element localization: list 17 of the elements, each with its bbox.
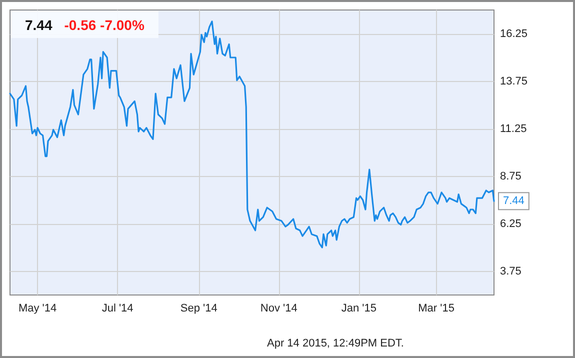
x-tick-label: Sep '14	[180, 302, 218, 314]
x-tick-label: Jul '14	[102, 302, 134, 314]
text: -0.56 -7.00%	[64, 17, 145, 33]
y-tick-label: 13.75	[500, 75, 528, 88]
text: 7.44	[25, 17, 52, 33]
x-tick-label: May '14	[18, 302, 57, 314]
y-tick-label: 11.25	[500, 122, 527, 135]
y-tick-label: 6.25	[500, 218, 522, 230]
y-tick-label: 8.75	[500, 170, 522, 182]
y-tick-label: 3.75	[500, 265, 522, 278]
x-tick-label: Jan '15	[341, 302, 376, 314]
annotation: 7.44	[503, 195, 524, 208]
line-series	[9, 20, 495, 248]
x-tick-label: Nov '14	[260, 302, 298, 314]
y-tick-label: 16.25	[500, 28, 528, 40]
text: Apr 14 2015, 12:49PM EDT.	[267, 338, 404, 350]
x-tick-label: Mar '15	[418, 302, 454, 314]
